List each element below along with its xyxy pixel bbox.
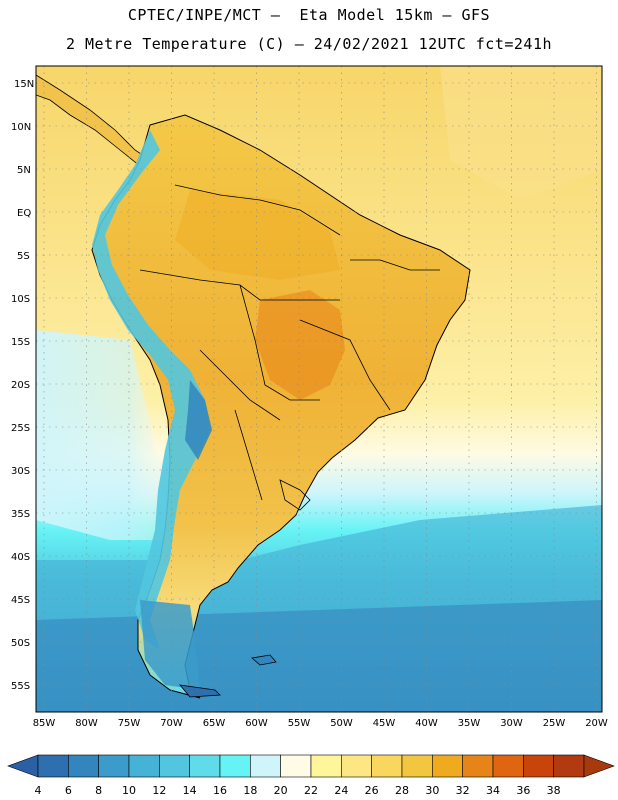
colorbar-over-arrow — [583, 754, 615, 778]
map-title-line-1: CPTEC/INPE/MCT – Eta Model 15km – GFS — [127, 6, 491, 24]
colorbar-swatch — [219, 754, 251, 778]
lat-label-15n: 15N — [14, 79, 34, 90]
lat-label-30s: 30S — [11, 466, 30, 477]
colorbar-swatch — [37, 754, 69, 778]
lat-label-40s: 40S — [11, 552, 30, 563]
colorbar-swatch — [341, 754, 372, 778]
lon-label-40w: 40W — [415, 718, 438, 729]
colorbar-level-label: 6 — [65, 784, 72, 797]
lon-label-35w: 35W — [458, 718, 481, 729]
lon-label-65w: 65W — [203, 718, 226, 729]
colorbar-swatch — [159, 754, 190, 778]
pacific-cool-band — [36, 330, 170, 540]
lon-label-20w: 20W — [585, 718, 608, 729]
andes-cold-strip — [92, 130, 210, 650]
map-title-line-2: 2 Metre Temperature (C) – 24/02/2021 12U… — [65, 35, 553, 53]
lat-label-eq: EQ — [17, 208, 31, 219]
lon-label-60w: 60W — [245, 718, 268, 729]
colorbar-swatch — [98, 754, 130, 778]
amazon-warm-region — [175, 190, 340, 280]
lat-label-45s: 45S — [11, 595, 30, 606]
colorbar-swatch — [432, 754, 463, 778]
atlantic-warm-patch — [440, 66, 602, 200]
colorbar-level-label: 28 — [395, 784, 409, 797]
colorbar-swatch — [492, 754, 524, 778]
colorbar-level-label: 16 — [213, 784, 227, 797]
colorbar-level-label: 22 — [304, 784, 318, 797]
lon-label-25w: 25W — [543, 718, 566, 729]
colorbar-swatch — [68, 754, 99, 778]
lat-label-20s: 20S — [11, 380, 30, 391]
south-america-land — [91, 114, 471, 699]
lon-label-85w: 85W — [33, 718, 56, 729]
colorbar-swatch — [310, 754, 342, 778]
colorbar-swatch — [371, 754, 403, 778]
country-borders — [139, 184, 440, 511]
colorbar-level-label: 10 — [122, 784, 136, 797]
colorbar-level-label: 8 — [95, 784, 102, 797]
colorbar-level-label: 30 — [425, 784, 439, 797]
colorbar-swatch — [250, 754, 281, 778]
andes-peak-strip — [185, 380, 212, 460]
falkland-islands — [251, 654, 277, 666]
colorbar-swatch — [553, 754, 585, 778]
brazil-hot-region — [255, 290, 345, 400]
lat-label-15s: 15S — [11, 337, 30, 348]
colorbar-level-label: 14 — [183, 784, 197, 797]
lat-label-5n: 5N — [17, 165, 31, 176]
colorbar-level-label: 36 — [516, 784, 530, 797]
colorbar-swatch — [401, 754, 433, 778]
colorbar-level-label: 24 — [334, 784, 348, 797]
colorbar-swatch — [280, 754, 312, 778]
lon-label-50w: 50W — [330, 718, 353, 729]
temperature-colorbar: 4 6 8 10 12 14 16 18 20 22 24 26 28 30 32 34 36 38 — [7, 754, 615, 797]
colorbar-swatch — [462, 754, 494, 778]
colorbar-level-label: 4 — [35, 784, 42, 797]
map-frame — [35, 65, 603, 713]
colorbar-level-label: 26 — [365, 784, 379, 797]
colorbar-level-label: 32 — [456, 784, 470, 797]
lon-label-45w: 45W — [373, 718, 396, 729]
lon-label-75w: 75W — [118, 718, 141, 729]
lon-label-80w: 80W — [75, 718, 98, 729]
lat-tick-labels: 15N 10N 5N EQ 5S 10S 15S 20S 25S 30S 35S… — [11, 79, 34, 692]
lon-tick-labels: 85W 80W 75W 70W 65W 60W 55W 50W 45W 40W … — [33, 718, 608, 729]
tierra-del-fuego — [179, 684, 221, 698]
colorbar-level-label: 34 — [486, 784, 500, 797]
lat-label-10n: 10N — [11, 122, 31, 133]
colorbar-level-label: 18 — [243, 784, 257, 797]
patagonia-cold — [140, 600, 200, 690]
colorbar-level-label: 12 — [152, 784, 166, 797]
colorbar-level-label: 20 — [274, 784, 288, 797]
lat-label-50s: 50S — [11, 638, 30, 649]
colorbar-swatch — [128, 754, 160, 778]
colorbar-level-label: 38 — [547, 784, 561, 797]
lon-label-55w: 55W — [288, 718, 311, 729]
colorbar-under-arrow — [7, 754, 39, 778]
lon-label-30w: 30W — [500, 718, 523, 729]
lat-label-35s: 35S — [11, 509, 30, 520]
lat-label-5s: 5S — [17, 251, 30, 262]
colorbar-swatch — [523, 754, 554, 778]
lat-label-55s: 55S — [11, 681, 30, 692]
lat-label-25s: 25S — [11, 423, 30, 434]
colorbar-swatch — [189, 754, 221, 778]
lat-label-10s: 10S — [11, 294, 30, 305]
lon-label-70w: 70W — [160, 718, 183, 729]
